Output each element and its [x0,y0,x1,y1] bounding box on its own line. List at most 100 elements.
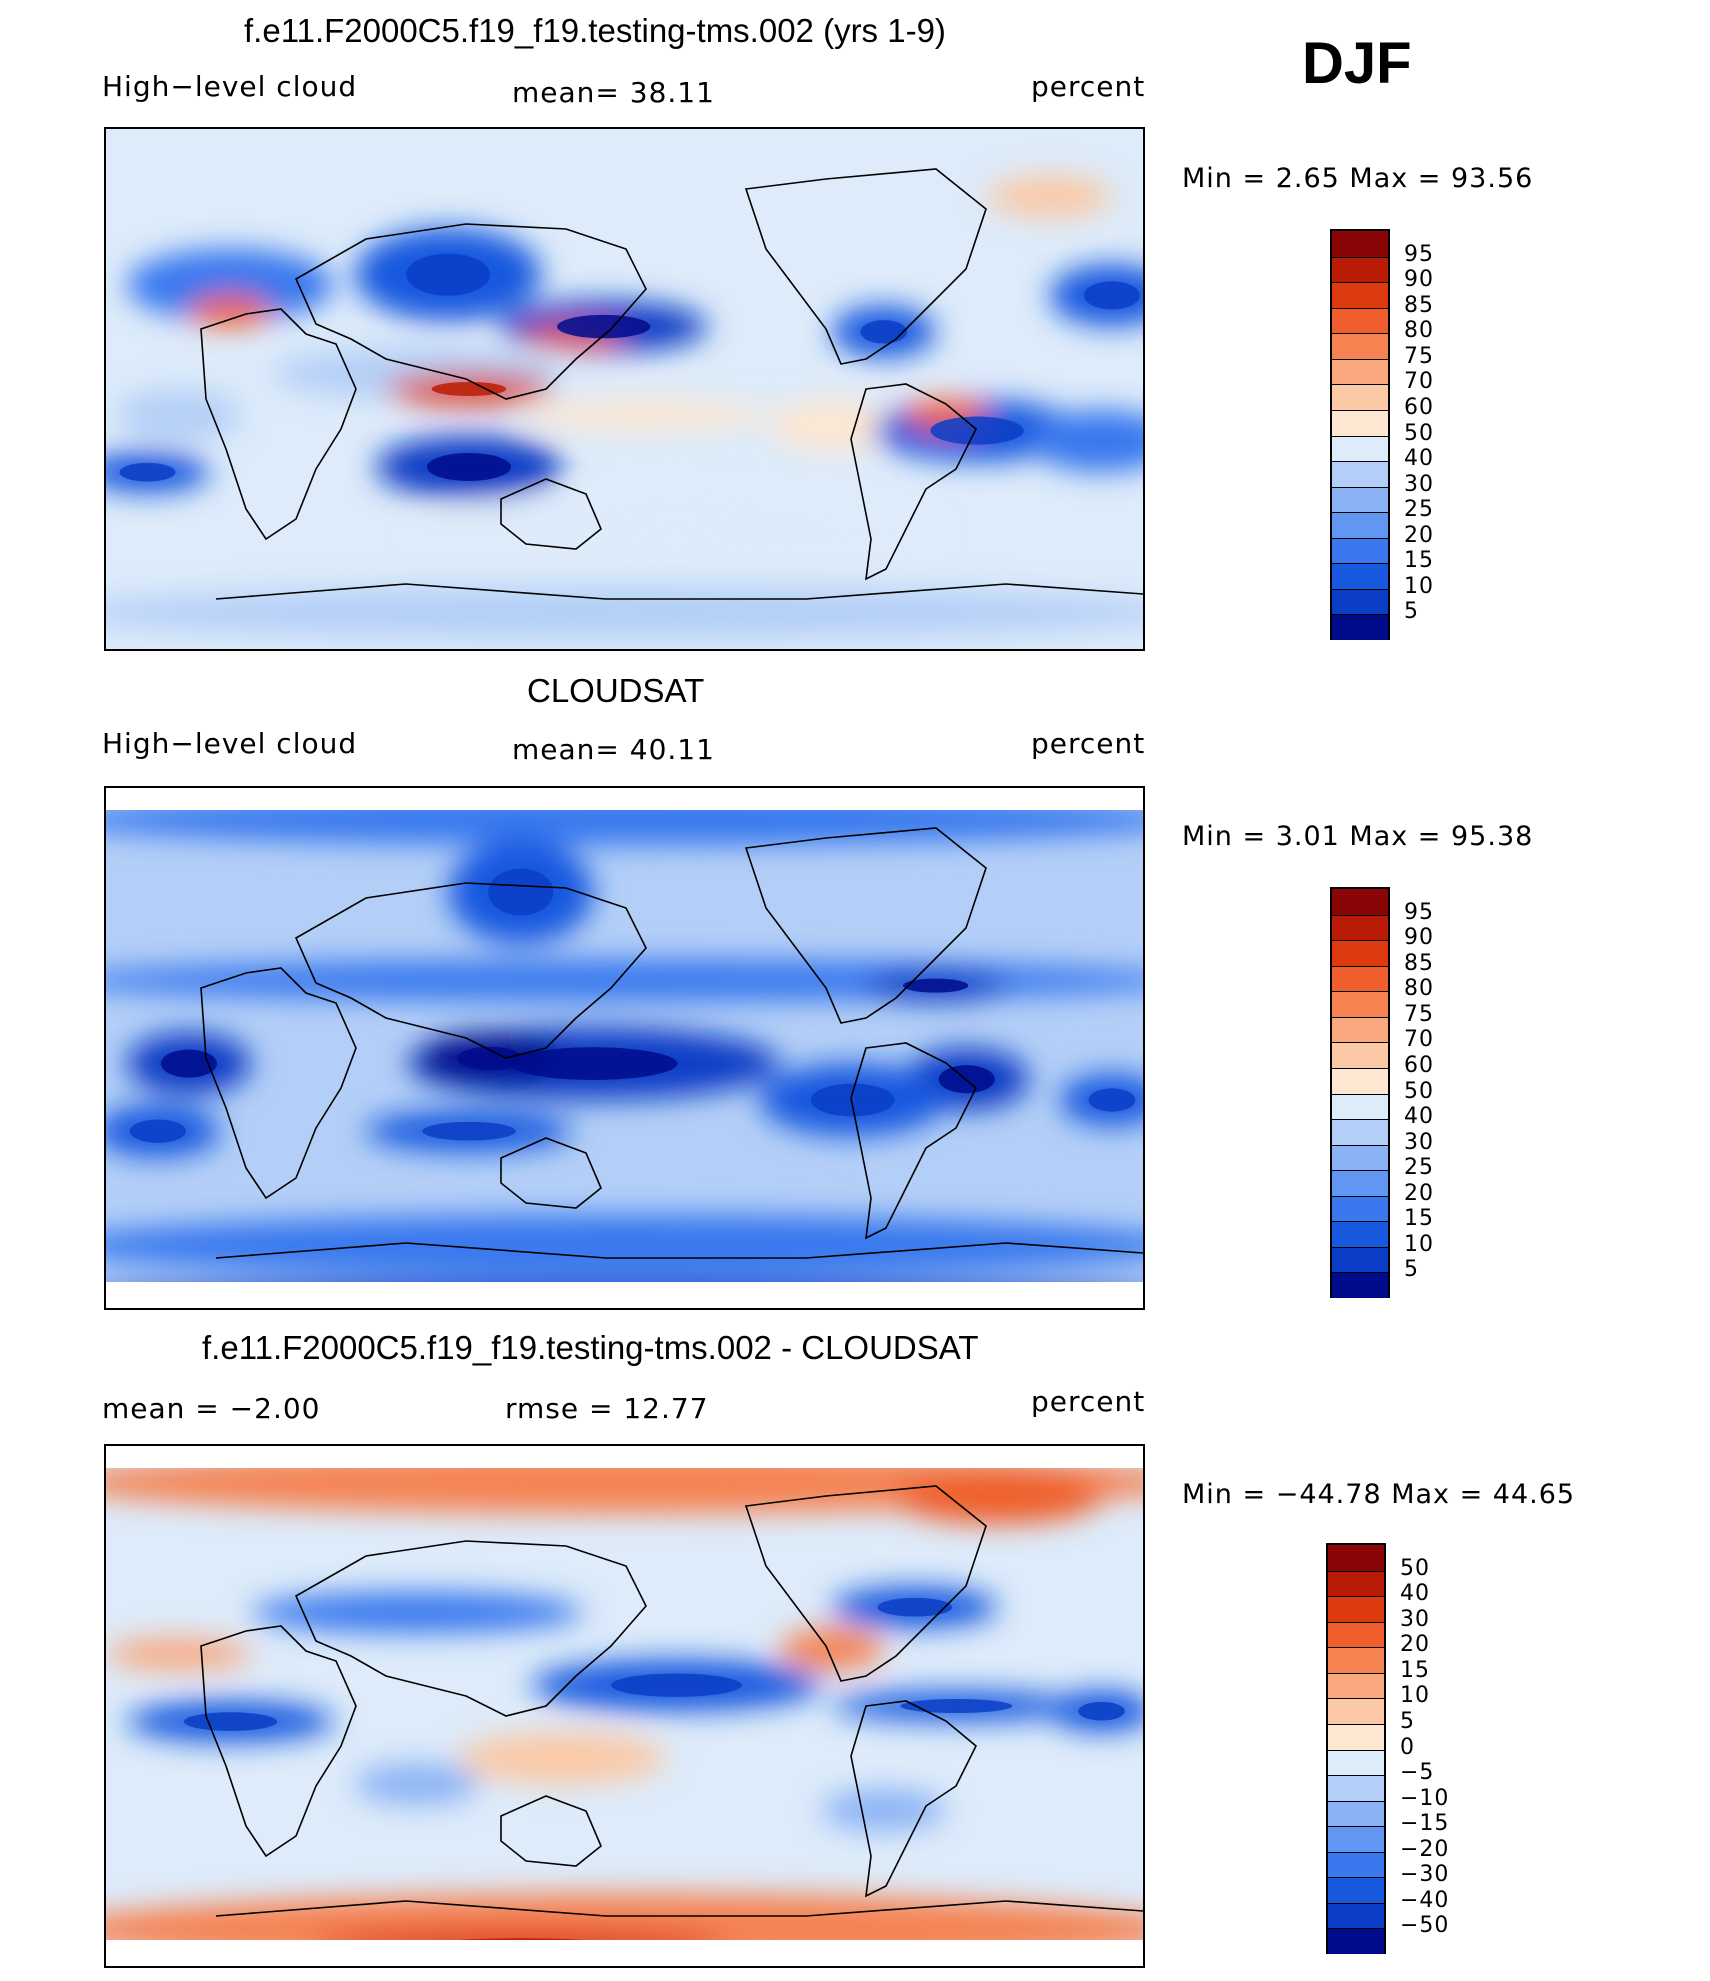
panel1-map [104,127,1145,651]
colorbar-swatch [1332,1246,1388,1273]
colorbar-swatch [1332,965,1388,992]
colorbar-swatch [1332,1016,1388,1043]
colorbar-tick-label: 30 [1400,1606,1430,1632]
field-region [116,389,241,441]
panel3-mean-label: mean = −2.00 [102,1392,321,1425]
colorbar-swatch [1332,914,1388,941]
colorbar-swatch [1328,1851,1384,1878]
colorbar-swatch [1332,333,1388,359]
colorbar-swatch [1332,358,1388,385]
field-region [106,1214,1143,1277]
panel2-contour-field [106,788,1143,1308]
colorbar-tick-label: 10 [1404,573,1434,599]
field-core [557,314,651,339]
coastline [500,1795,602,1867]
no-data-region [106,788,1143,810]
colorbar-swatch [1328,1775,1384,1801]
colorbar-tick-label: 30 [1404,471,1434,497]
field-region [987,175,1112,218]
coastline [850,1700,977,1898]
field-region [106,1638,252,1670]
colorbar-tick-label: 30 [1404,1129,1434,1155]
field-core [488,868,554,916]
colorbar-tick-label: 85 [1404,292,1434,318]
panel3-map [104,1444,1145,1968]
colorbar-tick-label: 80 [1404,976,1434,1002]
field-core [860,320,908,344]
coastline [500,478,602,550]
colorbar-tick-label: 15 [1400,1657,1430,1683]
field-core [426,452,511,482]
panel3-minmax: Min = −44.78 Max = 44.65 [1182,1479,1576,1510]
season-label: DJF [1302,31,1412,96]
colorbar-swatch [1332,614,1388,640]
colorbar-tick-label: 50 [1404,420,1434,446]
field-core [183,1712,278,1731]
colorbar-swatch [1328,1596,1384,1622]
field-core [129,1119,186,1143]
field-region [417,498,936,561]
colorbar-swatch [1332,1170,1388,1196]
coastline [294,1540,647,1717]
field-region [458,1732,666,1784]
colorbar-swatch [1332,409,1388,436]
panel1-minmax: Min = 2.65 Max = 93.56 [1182,163,1534,194]
colorbar-tick-label: 10 [1400,1683,1430,1709]
colorbar-swatch [1328,1928,1384,1954]
coastline [744,168,987,365]
colorbar-tick-label: 50 [1404,1078,1434,1104]
coastline [294,223,647,400]
panel1-colorbar [1330,229,1390,640]
colorbar-swatch [1332,940,1388,966]
field-core [611,1673,742,1697]
colorbar-tick-label: 15 [1404,548,1434,574]
panel3-title: f.e11.F2000C5.f19_f19.testing-tms.002 - … [202,1329,979,1366]
coastline [500,1137,602,1209]
colorbar-tick-label: 50 [1400,1555,1430,1581]
panel2-variable-label: High−level cloud [102,727,358,760]
colorbar-tick-label: 5 [1404,599,1419,625]
colorbar-swatch [1332,486,1388,513]
coastline [744,827,987,1024]
field-core [1078,1701,1125,1721]
colorbar-swatch [1328,1826,1384,1852]
colorbar-swatch [1332,1042,1388,1068]
coastline [294,882,647,1059]
colorbar-swatch [1332,1093,1388,1120]
panel3-rmse-label: rmse = 12.77 [505,1392,709,1425]
panel1-variable-label: High−level cloud [102,70,358,103]
colorbar-tick-label: 0 [1400,1734,1415,1760]
panel2-units-label: percent [1031,727,1146,760]
field-core [160,1049,217,1078]
field-region [188,295,272,327]
field-region [769,399,895,452]
colorbar-tick-label: −30 [1400,1862,1450,1888]
colorbar-swatch [1328,1621,1384,1648]
panel3-units-label: percent [1031,1385,1146,1418]
colorbar-swatch [1328,1570,1384,1597]
colorbar-swatch [1332,537,1388,564]
colorbar-swatch [1332,282,1388,308]
field-region [894,1472,1102,1524]
colorbar-swatch [1332,1144,1388,1171]
coastline [215,583,1143,600]
field-core [509,1047,678,1080]
colorbar-tick-label: 95 [1404,241,1434,267]
colorbar-swatch [1328,1902,1384,1929]
colorbar-tick-label: 20 [1404,1180,1434,1206]
colorbar-swatch [1328,1877,1384,1903]
colorbar-swatch [1332,889,1388,915]
field-core [457,1046,523,1071]
field-core [431,381,507,397]
colorbar-swatch [1332,307,1388,334]
field-region [1028,409,1143,473]
colorbar-swatch [1332,435,1388,462]
colorbar-tick-label: 20 [1404,522,1434,548]
field-core [900,1698,1013,1714]
no-data-region [106,1940,1143,1966]
panel3-colorbar [1326,1543,1386,1954]
colorbar-tick-label: −20 [1400,1836,1450,1862]
colorbar-tick-label: 85 [1404,950,1434,976]
field-background [106,129,1143,649]
colorbar-swatch [1332,1221,1388,1247]
